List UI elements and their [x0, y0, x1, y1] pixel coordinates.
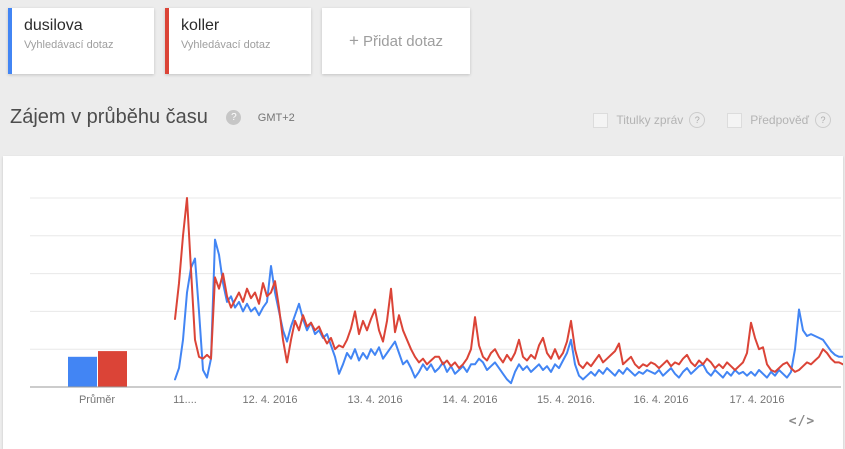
forecast-checkbox[interactable]: [727, 112, 743, 128]
x-tick-label: 12. 4. 2016: [242, 394, 298, 406]
x-tick-label: 14. 4. 2016: [442, 394, 498, 406]
x-tick-label: 15. 4. 2016.: [536, 394, 596, 406]
section-title: Zájem v průběhu času: [10, 106, 208, 128]
help-icon[interactable]: ?: [226, 110, 242, 125]
news-headlines-checkbox[interactable]: [593, 112, 609, 128]
x-tick-label: 16. 4. 2016: [633, 394, 689, 406]
section-header: Zájem v průběhu času ? GMT+2 Titulky zpr…: [10, 106, 831, 140]
term-type-label: Vyhledávací dotaz: [24, 39, 114, 51]
chart-options: Titulky zpráv ? Předpověď ?: [593, 112, 831, 128]
timezone-label: GMT+2: [257, 111, 295, 124]
interest-over-time-chart: Průměr 11.... 12. 4. 2016 13. 4. 2016 14. 4.…: [3, 156, 843, 449]
term-card-koller[interactable]: koller Vyhledávací dotaz: [165, 8, 311, 74]
news-headlines-label: Titulky zpráv: [616, 113, 684, 127]
term-name: koller: [181, 17, 220, 34]
x-tick-label: Průměr: [78, 394, 116, 406]
x-tick-label: 11....: [173, 394, 197, 406]
trend-line-koller: [174, 197, 843, 373]
query-terms-row: dusilova Vyhledávací dotaz koller Vyhled…: [8, 8, 470, 74]
trend-line-chart: [30, 197, 843, 388]
embed-code-icon[interactable]: </>: [788, 414, 816, 429]
term-type-label: Vyhledávací dotaz: [181, 39, 271, 51]
add-query-button[interactable]: + Přidat dotaz: [322, 8, 470, 74]
average-bar-dusilova: [68, 356, 97, 387]
average-bar-koller: [98, 351, 127, 387]
add-query-label: Přidat dotaz: [362, 32, 443, 50]
trend-line-dusilova: [174, 238, 843, 385]
term-card-dusilova[interactable]: dusilova Vyhledávací dotaz: [8, 8, 154, 74]
help-icon[interactable]: ?: [815, 112, 831, 128]
x-tick-label: 17. 4. 2016: [729, 394, 785, 406]
forecast-label: Předpověď: [750, 113, 809, 127]
help-icon[interactable]: ?: [689, 112, 706, 128]
plus-icon: +: [349, 31, 359, 50]
term-name: dusilova: [24, 17, 83, 34]
x-tick-label: 13. 4. 2016: [347, 394, 403, 406]
